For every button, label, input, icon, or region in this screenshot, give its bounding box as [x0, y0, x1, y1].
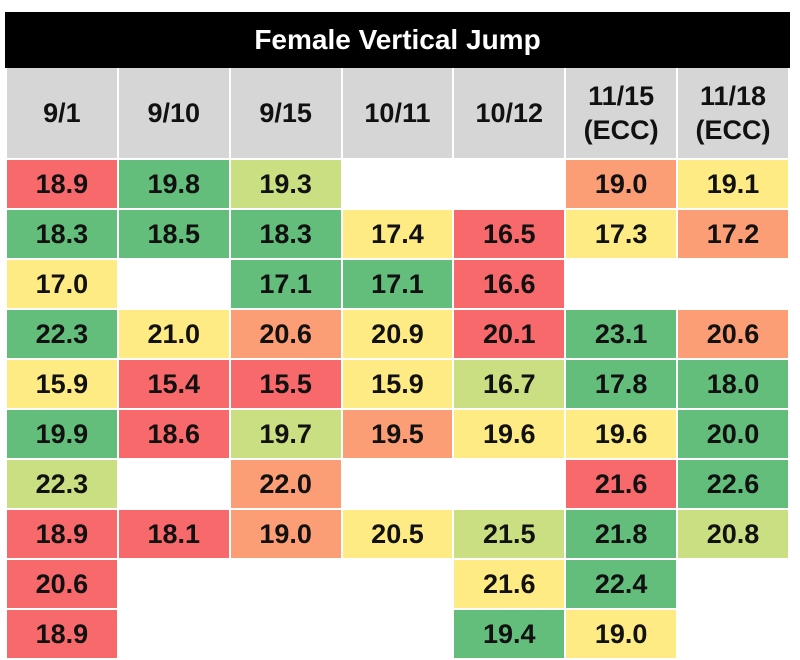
table-row: 18.9 18.1 19.0 20.5 21.5 21.8 20.8 [5, 508, 790, 560]
data-cell: 17.8 [564, 358, 679, 410]
data-cell: 19.0 [564, 158, 679, 210]
data-cell: 19.6 [564, 408, 679, 460]
data-cell [228, 608, 343, 660]
data-cell [676, 608, 790, 660]
data-cell [340, 158, 455, 210]
table-row: 18.9 19.8 19.3 19.0 19.1 [5, 158, 790, 210]
data-cell: 19.8 [116, 158, 231, 210]
table-row: 19.9 18.6 19.7 19.5 19.6 19.6 20.0 [5, 408, 790, 460]
data-cell: 22.0 [228, 458, 343, 510]
table-row: 18.3 18.5 18.3 17.4 16.5 17.3 17.2 [5, 208, 790, 260]
column-header: 10/12 [452, 66, 567, 160]
data-cell [340, 458, 455, 510]
data-cell: 15.9 [340, 358, 455, 410]
data-cell: 18.9 [5, 158, 119, 210]
data-cell: 17.1 [340, 258, 455, 310]
data-cell [228, 558, 343, 610]
data-cell: 18.5 [116, 208, 231, 260]
table-row: 17.0 17.1 17.1 16.6 [5, 258, 790, 310]
table-row: 22.3 21.0 20.6 20.9 20.1 23.1 20.6 [5, 308, 790, 360]
table-row: 18.9 19.4 19.0 [5, 608, 790, 660]
data-cell [116, 458, 231, 510]
data-cell [452, 458, 567, 510]
data-cell [116, 608, 231, 660]
data-cell: 18.0 [676, 358, 790, 410]
data-cell: 19.4 [452, 608, 567, 660]
data-cell: 22.6 [676, 458, 790, 510]
data-cell: 17.3 [564, 208, 679, 260]
data-cell: 19.0 [564, 608, 679, 660]
vertical-jump-heatmap: Female Vertical Jump 9/1 9/10 9/15 10/11 10/… [5, 12, 790, 660]
data-cell: 23.1 [564, 308, 679, 360]
data-cell: 20.5 [340, 508, 455, 560]
data-cell: 20.8 [676, 508, 790, 560]
column-header: 9/1 [5, 66, 119, 160]
data-cell [564, 258, 679, 310]
data-cell: 19.9 [5, 408, 119, 460]
data-cell: 21.6 [564, 458, 679, 510]
data-cell: 20.1 [452, 308, 567, 360]
data-cell: 22.3 [5, 308, 119, 360]
data-cell: 17.1 [228, 258, 343, 310]
data-cell: 17.4 [340, 208, 455, 260]
data-cell: 16.5 [452, 208, 567, 260]
data-cell: 19.1 [676, 158, 790, 210]
data-cell: 15.4 [116, 358, 231, 410]
data-cell: 19.3 [228, 158, 343, 210]
data-cell: 15.5 [228, 358, 343, 410]
title-row: Female Vertical Jump [5, 12, 790, 68]
data-cell [340, 558, 455, 610]
data-cell: 17.0 [5, 258, 119, 310]
data-cell: 19.7 [228, 408, 343, 460]
column-header: 9/15 [228, 66, 343, 160]
data-cell: 18.6 [116, 408, 231, 460]
data-cell: 18.9 [5, 508, 119, 560]
data-cell: 16.7 [452, 358, 567, 410]
data-cell [116, 258, 231, 310]
data-cell: 20.6 [676, 308, 790, 360]
data-cell: 18.1 [116, 508, 231, 560]
data-cell: 20.9 [340, 308, 455, 360]
column-header-row: 9/1 9/10 9/15 10/11 10/12 11/15 (ECC) 11/18 (E… [5, 66, 790, 160]
data-cell: 20.6 [5, 558, 119, 610]
data-cell [676, 258, 790, 310]
data-cell: 19.5 [340, 408, 455, 460]
data-cell [676, 558, 790, 610]
table-row: 15.9 15.4 15.5 15.9 16.7 17.8 18.0 [5, 358, 790, 410]
column-header: 9/10 [116, 66, 231, 160]
column-header: 11/15 (ECC) [564, 66, 679, 160]
data-cell: 21.0 [116, 308, 231, 360]
data-rows: 18.9 19.8 19.3 19.0 19.1 18.3 18.5 18.3 17.4 16.5… [5, 158, 790, 660]
data-cell: 21.6 [452, 558, 567, 610]
data-cell [340, 608, 455, 660]
data-cell: 19.6 [452, 408, 567, 460]
data-cell: 18.3 [228, 208, 343, 260]
data-cell [116, 558, 231, 610]
column-header: 10/11 [340, 66, 455, 160]
data-cell: 16.6 [452, 258, 567, 310]
data-cell: 19.0 [228, 508, 343, 560]
data-cell: 20.0 [676, 408, 790, 460]
chart-title: Female Vertical Jump [5, 12, 790, 68]
data-cell: 21.5 [452, 508, 567, 560]
data-cell: 17.2 [676, 208, 790, 260]
data-cell: 20.6 [228, 308, 343, 360]
data-cell: 18.9 [5, 608, 119, 660]
column-header: 11/18 (ECC) [676, 66, 790, 160]
data-cell: 15.9 [5, 358, 119, 410]
table-row: 20.6 21.6 22.4 [5, 558, 790, 610]
data-cell: 22.4 [564, 558, 679, 610]
data-cell [452, 158, 567, 210]
table-row: 22.3 22.0 21.6 22.6 [5, 458, 790, 510]
data-cell: 22.3 [5, 458, 119, 510]
data-cell: 18.3 [5, 208, 119, 260]
data-cell: 21.8 [564, 508, 679, 560]
